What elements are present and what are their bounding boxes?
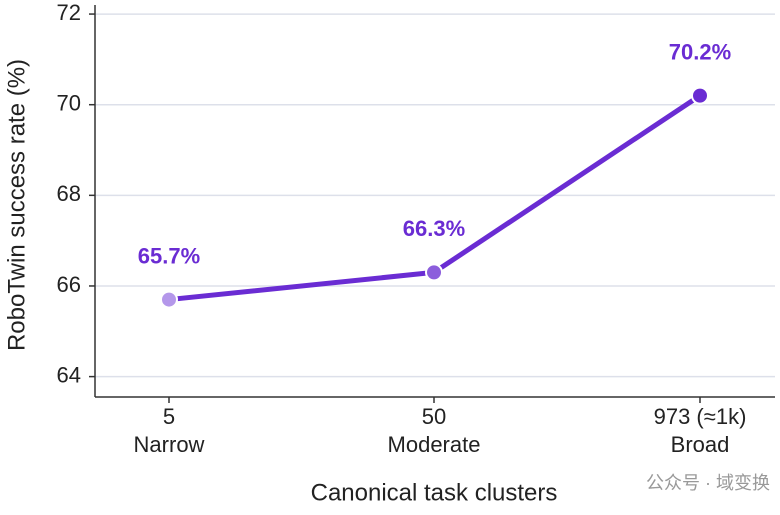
y-tick-label: 70	[57, 91, 81, 116]
x-tick-label: 5	[163, 404, 175, 429]
y-axis-label: RoboTwin success rate (%)	[3, 59, 30, 351]
watermark: 公众号 · 域变换	[646, 473, 770, 493]
x-tick-sublabel: Narrow	[134, 432, 205, 457]
value-label: 65.7%	[138, 243, 200, 268]
y-tick-label: 66	[57, 272, 81, 297]
x-tick-sublabel: Moderate	[388, 432, 481, 457]
y-tick-label: 64	[57, 362, 81, 387]
point	[425, 263, 443, 282]
value-label: 70.2%	[669, 39, 731, 64]
y-tick-label: 72	[57, 0, 81, 25]
x-tick-label: 973 (≈1k)	[654, 404, 747, 429]
x-axis-label: Canonical task clusters	[311, 479, 558, 506]
x-tick-label: 50	[422, 404, 446, 429]
value-label: 66.3%	[403, 216, 465, 241]
point	[160, 290, 178, 309]
y-tick-label: 68	[57, 181, 81, 206]
point	[691, 86, 709, 105]
x-tick-sublabel: Broad	[671, 432, 730, 457]
